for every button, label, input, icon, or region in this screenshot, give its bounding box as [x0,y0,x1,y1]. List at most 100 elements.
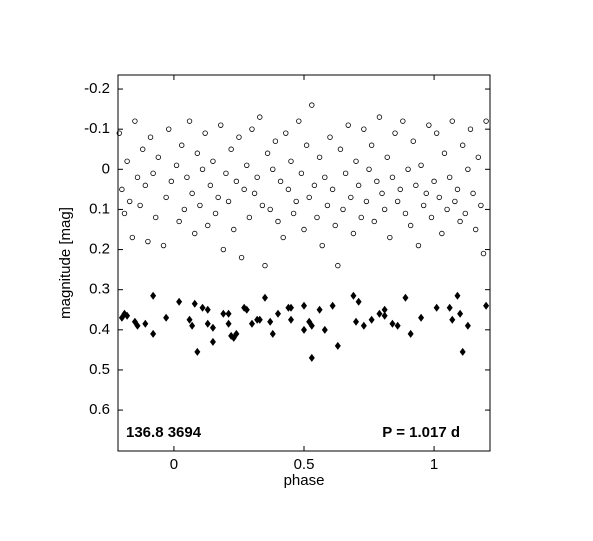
point [181,206,188,213]
point [413,182,419,189]
point [308,353,315,362]
point [480,250,487,257]
point [407,222,414,229]
y-tick-label: 0.2 [89,241,110,258]
point [210,158,216,164]
point [350,230,357,237]
point [387,234,393,241]
point [303,142,310,148]
y-tick-label: 0 [102,160,110,177]
point [264,150,271,156]
point [179,142,185,148]
point [464,321,471,330]
point [446,174,453,181]
point [334,341,341,350]
point [225,309,232,318]
point [353,317,360,326]
y-tick-label: 0.1 [89,200,110,217]
point [301,325,307,334]
point [431,178,437,185]
point [410,138,416,144]
point [368,315,375,324]
point [319,242,325,249]
y-tick-label: -0.1 [84,120,110,137]
point [160,242,167,249]
point [475,154,481,160]
point [324,202,331,209]
point [402,293,409,302]
point [121,210,128,217]
point [306,194,312,201]
point [415,242,422,249]
point [257,114,263,120]
point [457,218,463,225]
point [446,303,453,312]
point [275,218,281,225]
point [293,198,299,205]
point [465,166,471,173]
point [418,162,424,168]
point [381,206,388,213]
point [241,186,247,193]
point [119,186,125,193]
point [277,178,284,185]
point [127,198,133,205]
point [342,170,349,177]
point [249,126,255,132]
point [194,150,201,156]
point [223,170,229,177]
y-tick-label: -0.2 [84,80,110,97]
annotation: P = 1.017 d [382,424,460,441]
point [163,313,170,322]
point [301,226,307,233]
point [358,214,364,221]
point [153,214,159,221]
point [405,166,411,173]
point [316,154,323,160]
point [267,206,273,213]
point [288,158,294,164]
point [374,178,380,185]
y-tick-label: 0.6 [89,401,110,418]
point [280,234,286,241]
point [381,305,388,314]
point [376,309,383,318]
point [394,198,401,205]
point [308,321,315,330]
point [285,186,292,193]
point [137,202,143,209]
point [389,319,396,328]
point [150,170,156,177]
plot-frame [117,74,491,452]
x-tick-label: 0.5 [294,456,315,473]
point [204,319,211,328]
point [202,130,208,136]
point [363,198,370,205]
point [368,142,375,148]
point [467,126,474,132]
point [262,262,268,269]
point [132,118,138,124]
x-tick-label: 1 [430,456,438,473]
point [145,238,151,245]
point [449,315,456,324]
y-tick-label: 0.4 [89,321,110,338]
point [483,118,489,124]
point [150,291,157,300]
point [355,297,362,306]
point [314,214,320,221]
point [296,118,302,124]
point [335,262,341,269]
point [134,174,141,181]
point [371,218,377,225]
point [420,202,427,209]
point [327,134,333,140]
point [379,190,385,197]
point [215,194,221,201]
point [329,186,336,193]
point [309,102,315,108]
point [184,174,190,181]
point [218,122,224,128]
point [348,194,354,201]
point [225,319,232,328]
